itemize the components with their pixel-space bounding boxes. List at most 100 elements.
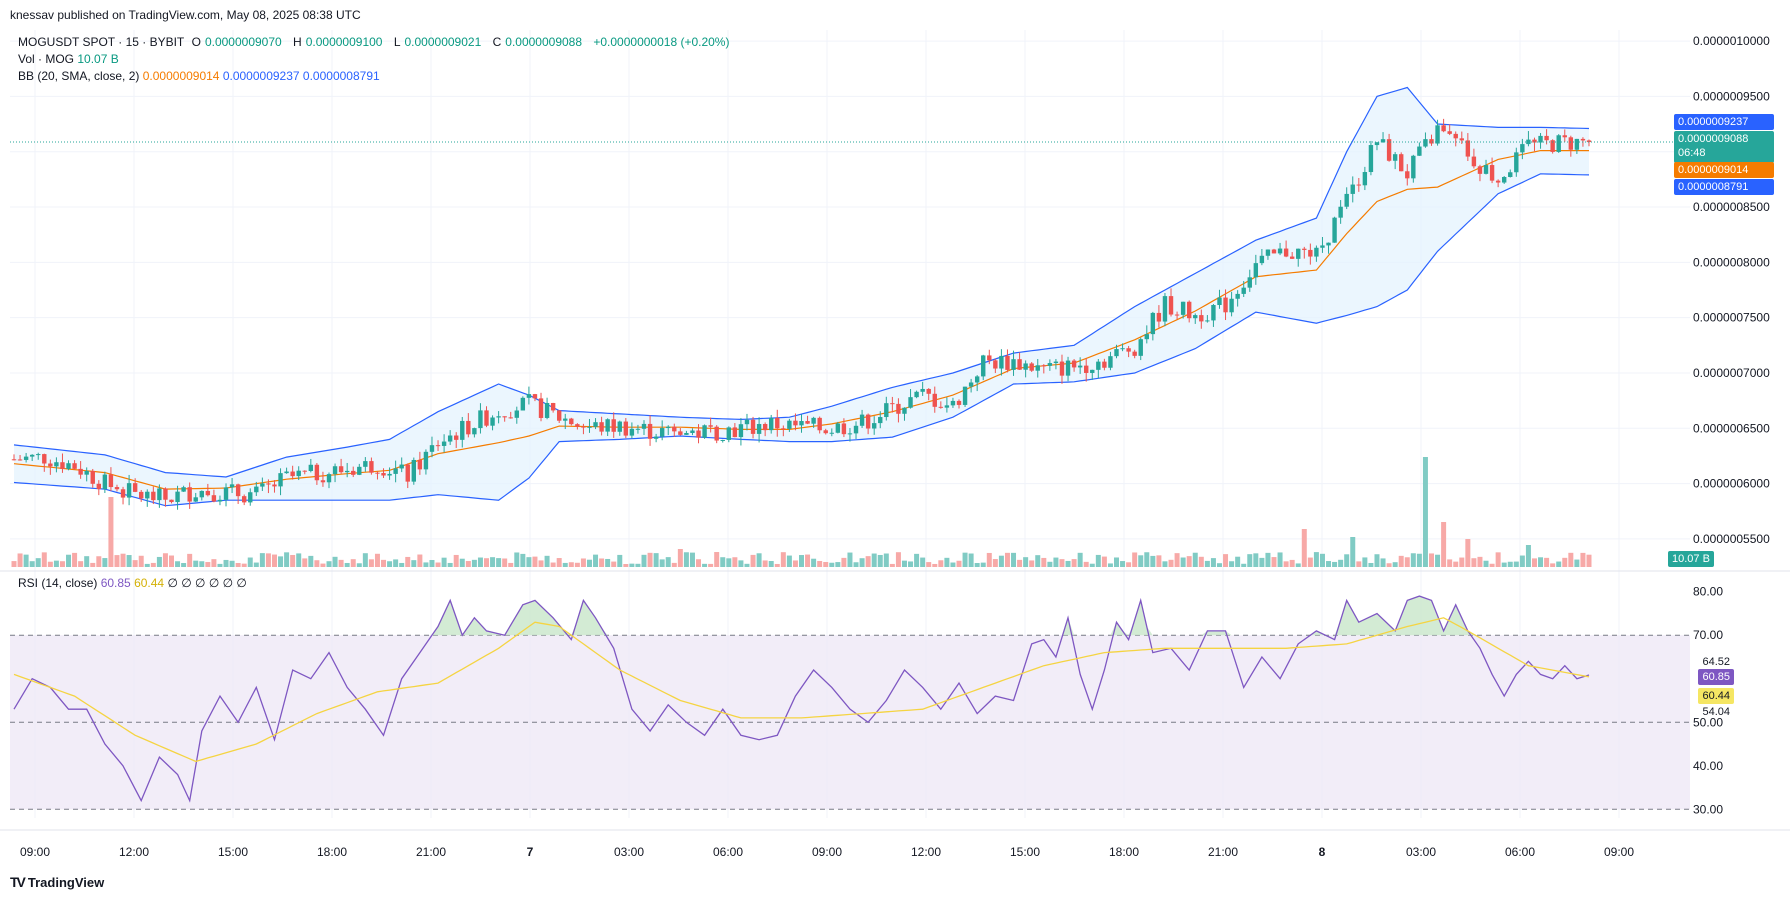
volume-label[interactable]: Vol · MOG (18, 52, 75, 66)
candle-body (435, 445, 441, 447)
volume-bar (1416, 553, 1422, 567)
candle-body (859, 414, 865, 426)
candle-body (248, 492, 253, 503)
time-axis-tick: 18:00 (317, 845, 347, 859)
time-axis-tick: 21:00 (1208, 845, 1238, 859)
candle-body (490, 417, 495, 426)
candle-body (1441, 125, 1446, 132)
candle-body (841, 423, 847, 435)
volume-bar (774, 563, 780, 567)
volume-bar (1132, 552, 1138, 567)
volume-bar (302, 558, 308, 567)
volume-bar (629, 563, 635, 567)
volume-bar (1186, 556, 1192, 567)
volume-bar (1538, 557, 1544, 567)
volume-bar (144, 563, 150, 567)
volume-bar (605, 558, 611, 567)
volume-bar (1174, 553, 1180, 567)
candle-body (575, 424, 580, 427)
time-axis-tick: 03:00 (1406, 845, 1436, 859)
volume-bar (441, 557, 447, 567)
candle-body (1568, 137, 1574, 150)
rsi-hi-tag: 64.52 (1702, 656, 1730, 668)
volume-bar (102, 558, 108, 567)
candle-body (11, 459, 17, 461)
candle-body (532, 394, 538, 399)
volume-bar (998, 555, 1004, 567)
volume-bar (1156, 555, 1162, 567)
candle-body (974, 376, 980, 383)
candle-body (1586, 140, 1592, 143)
candle-body (1302, 248, 1307, 250)
candle-body (344, 470, 350, 473)
volume-bar (356, 563, 362, 567)
volume-value: 10.07 B (77, 52, 119, 66)
volume-bar (187, 553, 193, 567)
bb-basis-price-tag: 0.0000009014 (1674, 162, 1774, 178)
candle-body (690, 430, 695, 433)
candle-body (1562, 135, 1567, 138)
volume-bar (580, 558, 586, 567)
volume-bar (1047, 561, 1053, 567)
bb-legend: BB (20, SMA, close, 2) 0.0000009014 0.00… (18, 69, 380, 83)
volume-bar (211, 559, 217, 567)
volume-bar (1356, 561, 1362, 567)
candle-body (1205, 320, 1210, 322)
candle-body (36, 454, 41, 456)
candle-body (714, 426, 719, 441)
volume-bar (1380, 558, 1386, 567)
candle-body (787, 420, 792, 429)
candle-body (472, 428, 477, 435)
high-value: 0.0000009100 (305, 35, 383, 49)
candle-body (878, 417, 883, 424)
candle-body (756, 423, 762, 434)
candle-body (635, 428, 641, 430)
candle-body (1362, 172, 1368, 186)
candle-body (1344, 193, 1349, 207)
bb-lower-line (13, 173, 1590, 507)
volume-bar (653, 553, 659, 567)
bb-label[interactable]: BB (20, SMA, close, 2) (18, 69, 140, 83)
candle-body (1265, 249, 1271, 256)
volume-bar (1477, 556, 1483, 567)
candle-body (393, 468, 398, 474)
candle-body (423, 451, 429, 470)
candle-body (1501, 176, 1507, 183)
volume-bar (1422, 457, 1428, 567)
time-axis-tick: 12:00 (911, 845, 941, 859)
candle-body (708, 425, 713, 427)
volume-bar (1574, 559, 1580, 567)
volume-bar (841, 557, 847, 567)
candle-body (478, 410, 483, 429)
rsi-value: 60.85 (100, 576, 131, 590)
candle-body (593, 422, 598, 427)
candle-body (1241, 287, 1246, 294)
candle-body (1156, 312, 1162, 322)
volume-bar (114, 555, 120, 567)
candle-body (320, 480, 326, 483)
candle-body (460, 420, 465, 440)
candle-body (896, 403, 901, 414)
volume-tag: 10.07 B (1668, 551, 1714, 567)
volume-bar (326, 561, 332, 567)
volume-bar (1301, 529, 1307, 567)
candle-body (375, 472, 380, 474)
candle-body (696, 430, 701, 438)
candle-body (1271, 249, 1277, 254)
volume-bar (901, 560, 907, 567)
time-axis-tick: 03:00 (614, 845, 644, 859)
tradingview-logo[interactable]: TV TradingView (10, 874, 104, 890)
candle-body (1320, 245, 1325, 248)
volume-bar (53, 560, 59, 567)
volume-bar (1495, 552, 1501, 567)
volume-bar (544, 555, 550, 567)
rsi-label[interactable]: RSI (14, close) (18, 576, 98, 590)
candle-body (1374, 142, 1380, 146)
candle-body (447, 435, 453, 442)
rsi-axis-tick: 70.00 (1693, 628, 1723, 642)
candle-body (1041, 365, 1047, 367)
symbol-label[interactable]: MOGUSDT SPOT · 15 · BYBIT (18, 35, 185, 49)
volume-bar (532, 556, 538, 567)
candle-body (666, 426, 671, 429)
